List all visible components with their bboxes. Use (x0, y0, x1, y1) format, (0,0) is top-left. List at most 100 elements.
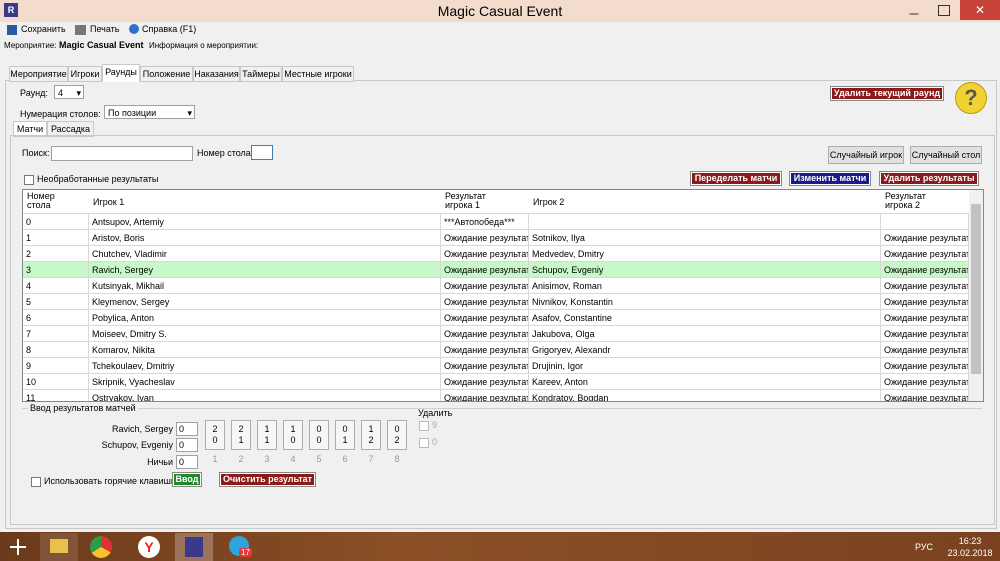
table-row[interactable]: 7 Moiseev, Dmitry S. Ожидание результата Ja… (23, 326, 969, 342)
table-cell: Medvedev, Dmitry (529, 246, 881, 262)
event-info-label: Информация о мероприятии: (149, 41, 259, 50)
table-cell: Ожидание результата (441, 230, 529, 246)
matches-table: Номер стола Игрок 1 Результат игрока 1 И… (22, 189, 984, 402)
delete-0-checkbox[interactable] (419, 438, 429, 448)
redo-matches-button[interactable]: Переделать матчи (690, 171, 782, 186)
tab[interactable]: Наказания (193, 66, 240, 82)
table-cell: Skripnik, Vyacheslav (89, 374, 441, 390)
tab[interactable]: Раунды (102, 64, 140, 82)
table-row[interactable]: 4 Kutsinyak, Mikhail Ожидание результата An… (23, 278, 969, 294)
tab[interactable]: Положение (140, 66, 193, 82)
minimize-button[interactable] (909, 8, 919, 15)
clear-button[interactable]: Очистить результат (219, 472, 316, 487)
score-index: 7 (368, 454, 374, 464)
unprocessed-label: Необработанные результаты (37, 174, 159, 184)
table-cell: Ostryakov, Ivan (89, 390, 441, 401)
table-cell: Ожидание результата (441, 342, 529, 358)
table-cell: 3 (23, 262, 89, 278)
help-icon[interactable]: ? (955, 82, 987, 114)
table-row[interactable]: 11 Ostryakov, Ivan Ожидание результата Kond… (23, 390, 969, 401)
subtab[interactable]: Рассадка (47, 121, 94, 137)
header-result1: Результат игрока 1 (445, 191, 486, 210)
window-title: Magic Casual Event (437, 3, 563, 19)
unprocessed-checkbox[interactable] (24, 175, 34, 185)
table-row[interactable]: 5 Kleymenov, Sergey Ожидание результата Niv… (23, 294, 969, 310)
player1-wins[interactable]: 0 (176, 422, 198, 436)
scrollbar[interactable] (969, 190, 983, 401)
table-cell: Kleymenov, Sergey (89, 294, 441, 310)
save-button[interactable]: Сохранить (21, 24, 66, 34)
table-row[interactable]: 10 Skripnik, Vyacheslav Ожидание результат… (23, 374, 969, 390)
score-bottom: 1 (264, 435, 270, 445)
table-row[interactable]: 2 Chutchev, Vladimir Ожидание результата Me… (23, 246, 969, 262)
submit-button[interactable]: Ввод (172, 472, 202, 487)
numbering-value: По позиции (108, 108, 157, 118)
delete-round-button[interactable]: Удалить текущий раунд (830, 86, 944, 101)
tab[interactable]: Мероприятие (9, 66, 68, 82)
table-row[interactable]: 3 Ravich, Sergey Ожидание результата Schupo… (23, 262, 969, 278)
app-icon: R (4, 3, 18, 17)
table-cell: Ожидание результата (881, 246, 969, 262)
event-name: Magic Casual Event (59, 40, 144, 50)
save-icon (7, 25, 17, 35)
delete-9-checkbox[interactable] (419, 421, 429, 431)
subtab[interactable]: Матчи (13, 121, 47, 137)
table-cell: Kondratov, Bogdan (529, 390, 881, 401)
table-row[interactable]: 8 Komarov, Nikita Ожидание результата Grigo… (23, 342, 969, 358)
table-cell: Asafov, Constantine (529, 310, 881, 326)
yandex-icon[interactable]: Y (138, 536, 160, 558)
table-cell: ***Автопобеда*** (441, 214, 529, 230)
table-cell: Kareev, Anton (529, 374, 881, 390)
player2-wins[interactable]: 0 (176, 438, 198, 452)
scroll-thumb[interactable] (971, 204, 981, 374)
print-button[interactable]: Печать (90, 24, 120, 34)
score-index: 3 (264, 454, 270, 464)
explorer-icon[interactable] (40, 533, 78, 561)
round-select[interactable]: 4 ▾ (54, 85, 84, 99)
table-row[interactable]: 1 Aristov, Boris Ожидание результата Sotnik… (23, 230, 969, 246)
tab[interactable]: Таймеры (240, 66, 282, 82)
entry-group (22, 408, 982, 409)
edit-matches-button[interactable]: Изменить матчи (789, 171, 871, 186)
close-button[interactable]: ✕ (960, 0, 1000, 20)
score-bottom: 2 (394, 435, 400, 445)
table-number-input[interactable] (251, 145, 273, 160)
table-cell (881, 214, 969, 230)
tab[interactable]: Местные игроки (282, 66, 354, 82)
table-cell: 0 (23, 214, 89, 230)
delete-9-label: 9 (432, 420, 438, 430)
subtab-panel (10, 135, 995, 525)
help-button[interactable]: Справка (F1) (142, 24, 197, 34)
random-player-button[interactable]: Случайный игрок (828, 146, 904, 164)
table-cell: Ожидание результата (441, 278, 529, 294)
start-button[interactable] (10, 539, 26, 555)
table-row[interactable]: 6 Pobylica, Anton Ожидание результата Asafo… (23, 310, 969, 326)
telegram-badge: 17 (239, 548, 252, 557)
search-input[interactable] (51, 146, 193, 161)
table-row[interactable]: 9 Tchekoulaev, Dmitriy Ожидание результата… (23, 358, 969, 374)
table-cell: 7 (23, 326, 89, 342)
event-label: Мероприятие: (4, 41, 57, 50)
chrome-icon[interactable] (90, 536, 112, 558)
random-table-button[interactable]: Случайный стол (910, 146, 982, 164)
numbering-select[interactable]: По позиции ▾ (104, 105, 195, 119)
table-cell: Nivnikov, Konstantin (529, 294, 881, 310)
score-index: 6 (342, 454, 348, 464)
table-row[interactable]: 0 Antsupov, Artemiy ***Автопобеда*** (23, 214, 969, 230)
maximize-button[interactable] (938, 5, 950, 16)
table-cell: Ожидание результата (881, 390, 969, 401)
delete-results-button[interactable]: Удалить результаты (879, 171, 979, 186)
tab[interactable]: Игроки (68, 66, 102, 82)
app-taskbar-icon[interactable] (175, 533, 213, 561)
draws-input[interactable]: 0 (176, 455, 198, 469)
hotkeys-checkbox[interactable] (31, 477, 41, 487)
header-player1: Игрок 1 (93, 197, 125, 207)
